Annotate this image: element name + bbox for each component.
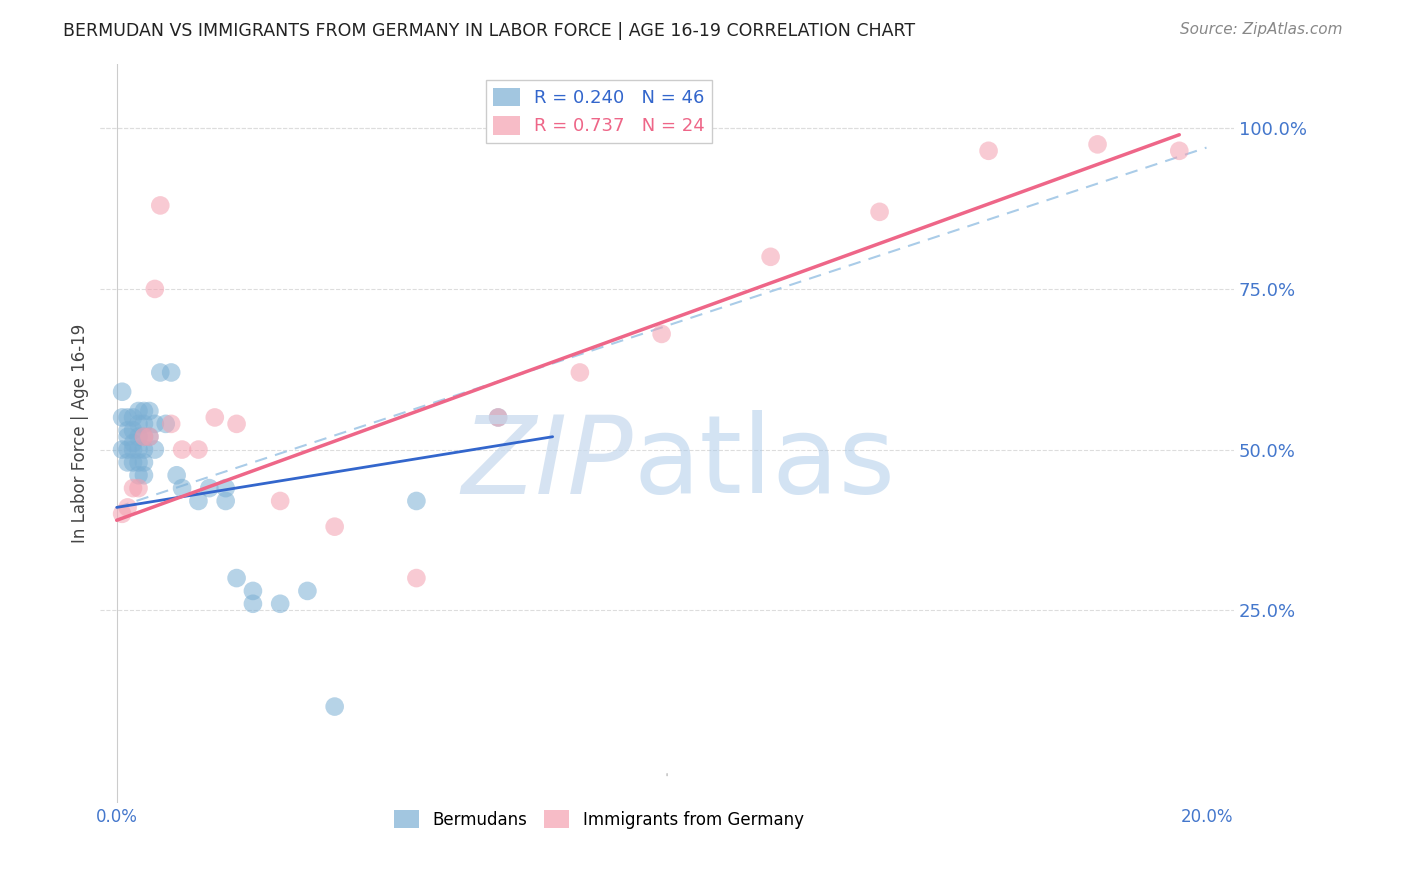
Point <box>160 417 183 431</box>
Point <box>225 571 247 585</box>
Point <box>486 410 509 425</box>
Point <box>1168 144 1191 158</box>
Point <box>122 410 145 425</box>
Point <box>269 597 291 611</box>
Point <box>132 468 155 483</box>
Point <box>132 430 155 444</box>
Point <box>172 442 194 457</box>
Point <box>132 455 155 469</box>
Point <box>122 436 145 450</box>
Text: BERMUDAN VS IMMIGRANTS FROM GERMANY IN LABOR FORCE | AGE 16-19 CORRELATION CHART: BERMUDAN VS IMMIGRANTS FROM GERMANY IN L… <box>63 22 915 40</box>
Point <box>132 404 155 418</box>
Point <box>122 481 145 495</box>
Point <box>160 366 183 380</box>
Point <box>122 455 145 469</box>
Point <box>128 404 150 418</box>
Point <box>111 410 134 425</box>
Point <box>117 410 139 425</box>
Point <box>323 519 346 533</box>
Point <box>149 366 172 380</box>
Point <box>977 144 1000 158</box>
Point <box>111 442 134 457</box>
Point <box>149 198 172 212</box>
Point <box>759 250 782 264</box>
Point <box>128 468 150 483</box>
Y-axis label: In Labor Force | Age 16-19: In Labor Force | Age 16-19 <box>72 324 89 543</box>
Point <box>132 430 155 444</box>
Point <box>198 481 221 495</box>
Point <box>269 494 291 508</box>
Point <box>215 481 238 495</box>
Point <box>323 699 346 714</box>
Point <box>117 430 139 444</box>
Point <box>138 404 160 418</box>
Point <box>187 494 209 508</box>
Point <box>405 571 427 585</box>
Point <box>128 455 150 469</box>
Point <box>155 417 177 431</box>
Point <box>111 507 134 521</box>
Point <box>132 417 155 431</box>
Point <box>242 583 264 598</box>
Point <box>128 481 150 495</box>
Point <box>128 417 150 431</box>
Point <box>117 500 139 515</box>
Point <box>215 494 238 508</box>
Text: atlas: atlas <box>633 410 896 516</box>
Point <box>486 410 509 425</box>
Point <box>132 442 155 457</box>
Point <box>166 468 188 483</box>
Point <box>204 410 226 425</box>
Point <box>111 384 134 399</box>
Point <box>568 366 591 380</box>
Point <box>1087 137 1109 152</box>
Point <box>651 326 673 341</box>
Point <box>128 430 150 444</box>
Point <box>117 455 139 469</box>
Point <box>138 430 160 444</box>
Point <box>172 481 194 495</box>
Point <box>122 442 145 457</box>
Point <box>143 417 166 431</box>
Point <box>187 442 209 457</box>
Point <box>117 423 139 437</box>
Point <box>117 442 139 457</box>
Point <box>297 583 319 598</box>
Point <box>128 442 150 457</box>
Text: Source: ZipAtlas.com: Source: ZipAtlas.com <box>1180 22 1343 37</box>
Point <box>143 282 166 296</box>
Text: ZIP: ZIP <box>461 410 633 516</box>
Point <box>143 442 166 457</box>
Point <box>405 494 427 508</box>
Point <box>869 204 891 219</box>
Point <box>225 417 247 431</box>
Legend: Bermudans, Immigrants from Germany: Bermudans, Immigrants from Germany <box>388 804 810 835</box>
Point <box>122 423 145 437</box>
Point <box>138 430 160 444</box>
Point <box>242 597 264 611</box>
